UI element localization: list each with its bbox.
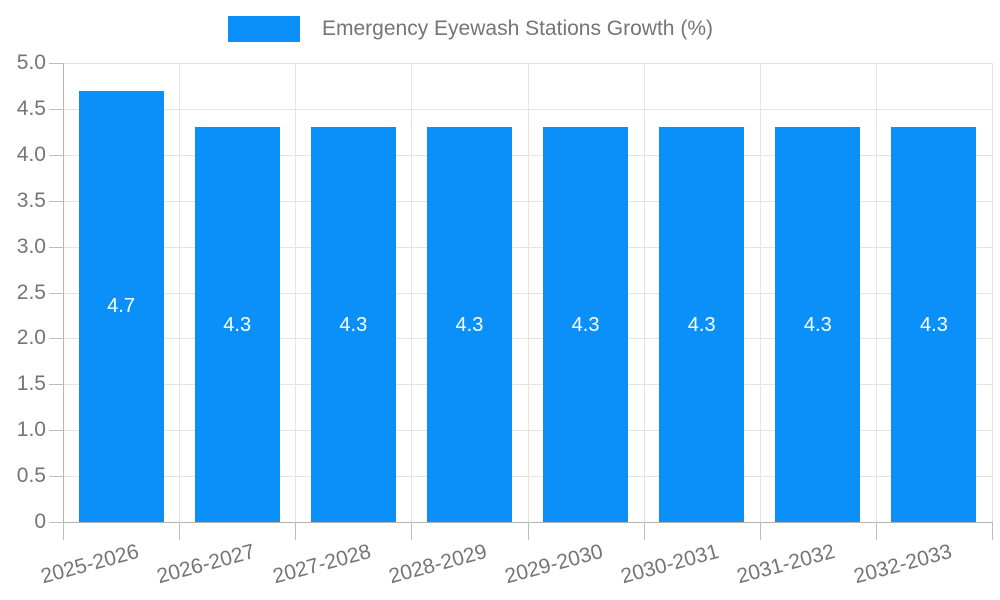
gridline-horizontal — [63, 108, 992, 110]
bar[interactable]: 4.3 — [310, 127, 396, 522]
y-axis-tick — [49, 338, 63, 340]
gridline-horizontal — [63, 292, 992, 294]
y-axis-tick — [49, 246, 63, 248]
gridline-horizontal — [63, 430, 992, 432]
y-axis-tick-label: 5.0 — [16, 51, 46, 74]
y-axis-tick-label: 1.0 — [16, 418, 46, 442]
y-axis-tick — [49, 108, 63, 110]
y-axis-tick-label: 0 — [34, 510, 46, 533]
gridline-vertical — [295, 63, 296, 522]
gridline-vertical — [411, 63, 412, 522]
x-axis-category-label: 2028-2029 — [386, 540, 490, 589]
x-axis-tick — [876, 522, 877, 540]
legend-label: Emergency Eyewash Stations Growth (%) — [322, 17, 713, 40]
x-axis-tick — [295, 522, 296, 540]
bar[interactable]: 4.3 — [891, 127, 977, 522]
gridline-horizontal — [63, 154, 992, 156]
y-axis-tick-label: 1.5 — [16, 372, 46, 396]
gridline-horizontal — [63, 338, 992, 340]
gridline-horizontal — [63, 63, 992, 64]
bar-value-label: 4.3 — [687, 313, 716, 336]
gridline-vertical — [760, 63, 761, 522]
bar[interactable]: 4.3 — [775, 127, 861, 522]
gridline-vertical — [644, 63, 645, 522]
y-axis-tick-label: 2.0 — [16, 326, 46, 350]
gridline-vertical — [528, 63, 529, 522]
bar[interactable]: 4.7 — [78, 90, 164, 522]
bar[interactable]: 4.3 — [543, 127, 629, 522]
y-axis-line — [63, 63, 64, 522]
x-axis-category-label: 2029-2030 — [502, 540, 606, 589]
x-axis-tick — [992, 522, 993, 540]
y-axis-tick — [49, 476, 63, 478]
y-axis-tick-label: 4.0 — [16, 142, 46, 166]
x-axis-tick — [179, 522, 180, 540]
x-axis-tick — [528, 522, 529, 540]
x-axis-tick — [644, 522, 645, 540]
y-axis-tick-label: 3.0 — [16, 234, 46, 258]
y-axis-tick — [49, 522, 63, 523]
bar[interactable]: 4.3 — [426, 127, 512, 522]
y-axis-tick — [49, 63, 63, 64]
y-axis-tick — [49, 154, 63, 156]
bar-value-label: 4.3 — [455, 313, 484, 336]
gridline-horizontal — [63, 476, 992, 478]
x-axis-category-label: 2032-2033 — [850, 540, 954, 589]
gridline-horizontal — [63, 384, 992, 386]
x-axis-category-label: 2026-2027 — [154, 540, 258, 589]
x-axis-tick — [411, 522, 412, 540]
y-axis-tick — [49, 430, 63, 432]
y-axis-tick-label: 0.5 — [16, 464, 46, 488]
x-axis-tick — [760, 522, 761, 540]
gridline-vertical — [179, 63, 180, 522]
y-axis-tick — [49, 384, 63, 386]
x-axis-line — [49, 522, 992, 523]
x-axis-category-label: 2025-2026 — [38, 540, 142, 589]
bar-value-label: 4.3 — [339, 313, 368, 336]
y-axis-tick-label: 3.5 — [16, 188, 46, 212]
plot-right-border — [992, 63, 993, 522]
x-axis-category-label: 2030-2031 — [618, 540, 722, 589]
gridline-vertical — [876, 63, 877, 522]
chart-legend[interactable]: Emergency Eyewash Stations Growth (%) — [228, 16, 713, 42]
bar-value-label: 4.3 — [920, 313, 948, 336]
x-axis-tick — [63, 522, 64, 540]
x-axis-category-label: 2031-2032 — [734, 540, 838, 589]
bar[interactable]: 4.3 — [194, 127, 280, 522]
legend-swatch — [228, 16, 300, 42]
gridline-horizontal — [63, 200, 992, 202]
bar-value-label: 4.3 — [803, 313, 832, 336]
plot-area: 4.7 4.3 4.3 4.3 4.3 4.3 4.3 4.3 — [63, 63, 993, 522]
bar-value-label: 4.3 — [223, 313, 252, 336]
bar-value-label: 4.7 — [107, 295, 135, 318]
y-axis-tick — [49, 200, 63, 202]
gridline-horizontal — [63, 246, 992, 248]
y-axis-tick — [49, 292, 63, 294]
bar[interactable]: 4.3 — [659, 127, 745, 522]
y-axis-tick-label: 4.5 — [16, 96, 46, 120]
x-axis-category-label: 2027-2028 — [270, 540, 374, 589]
y-axis-tick-label: 2.5 — [16, 280, 46, 304]
bar-value-label: 4.3 — [571, 313, 600, 336]
